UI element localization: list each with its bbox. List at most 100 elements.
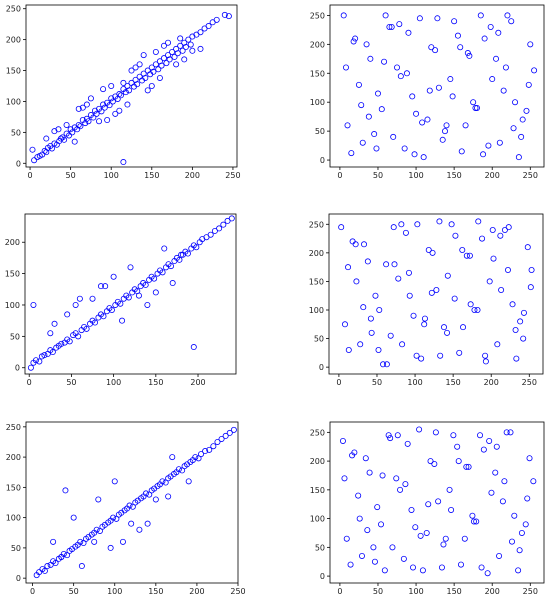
- x-tick-label: 150: [445, 378, 460, 387]
- data-point: [452, 232, 459, 239]
- data-point: [49, 349, 56, 356]
- data-point: [388, 23, 395, 30]
- data-point: [502, 64, 509, 71]
- y-tick-label: 200: [310, 40, 325, 49]
- data-point: [100, 313, 107, 320]
- y-tick-label: 200: [6, 453, 21, 462]
- data-point: [404, 440, 411, 447]
- data-point: [387, 435, 394, 442]
- data-point: [221, 11, 228, 18]
- data-point: [144, 520, 151, 527]
- data-point: [132, 64, 139, 71]
- data-point: [175, 466, 182, 473]
- data-point: [410, 564, 417, 571]
- data-point: [116, 107, 123, 114]
- data-point: [405, 29, 412, 36]
- data-point: [169, 454, 176, 461]
- data-point: [463, 463, 470, 470]
- x-tick-label: 150: [148, 378, 163, 387]
- data-point: [389, 544, 396, 551]
- data-point: [480, 446, 487, 453]
- data-points: [33, 426, 237, 579]
- x-tick-label: 100: [104, 171, 119, 180]
- data-point: [58, 340, 65, 347]
- data-point: [125, 294, 132, 301]
- data-point: [466, 52, 473, 59]
- data-point: [473, 518, 480, 525]
- x-tick-label: 250: [523, 587, 538, 596]
- data-point: [510, 125, 517, 132]
- data-point: [189, 47, 196, 54]
- x-tick-label: 250: [522, 378, 537, 387]
- x-tick-label: 50: [373, 171, 383, 180]
- data-point: [435, 84, 442, 91]
- data-point: [477, 432, 484, 439]
- data-point: [376, 306, 383, 313]
- data-point: [480, 151, 487, 158]
- data-points: [338, 218, 535, 368]
- x-tick-label: 0: [337, 171, 342, 180]
- data-point: [424, 116, 431, 123]
- data-point: [192, 454, 199, 461]
- x-tick-label: 200: [485, 171, 500, 180]
- data-point: [71, 138, 78, 145]
- data-point: [225, 13, 232, 20]
- data-point: [144, 87, 151, 94]
- data-point: [366, 469, 373, 476]
- data-point: [438, 564, 445, 571]
- data-point: [482, 358, 489, 365]
- data-point: [142, 281, 149, 288]
- data-point: [75, 333, 82, 340]
- data-point: [523, 107, 530, 114]
- data-point: [70, 514, 77, 521]
- data-point: [185, 478, 192, 485]
- data-point: [530, 478, 537, 485]
- data-point: [90, 114, 97, 121]
- data-point: [451, 295, 458, 302]
- data-point: [109, 98, 116, 105]
- data-point: [108, 83, 115, 90]
- plot-area: [25, 421, 239, 584]
- data-point: [454, 443, 461, 450]
- data-point: [486, 437, 493, 444]
- data-point: [72, 301, 79, 308]
- data-point: [408, 506, 415, 513]
- x-tick-label: 50: [66, 171, 76, 180]
- data-point: [400, 555, 407, 562]
- y-tick-label: 200: [309, 249, 324, 258]
- y-tick-label: 150: [310, 486, 325, 495]
- data-point: [379, 472, 386, 479]
- data-point: [475, 218, 482, 225]
- data-point: [522, 521, 529, 528]
- data-point: [41, 147, 48, 154]
- data-point: [414, 221, 421, 228]
- data-point: [387, 332, 394, 339]
- data-point: [207, 231, 214, 238]
- data-points: [339, 426, 537, 577]
- data-point: [41, 567, 48, 574]
- data-point: [454, 32, 461, 39]
- data-point: [474, 306, 481, 313]
- data-point: [75, 121, 82, 128]
- data-point: [444, 272, 451, 279]
- data-point: [382, 12, 389, 19]
- data-point: [214, 438, 221, 445]
- data-point: [350, 38, 357, 45]
- data-point: [136, 526, 143, 533]
- data-point: [451, 18, 458, 25]
- data-point: [398, 221, 405, 228]
- data-point: [395, 275, 402, 282]
- data-point: [41, 352, 48, 359]
- data-point: [160, 55, 167, 62]
- scatter-panel-4: 0 50 100 150 200 250 0 50 100 150 200 250: [309, 213, 544, 387]
- data-point: [159, 269, 166, 276]
- data-point: [179, 47, 186, 54]
- data-point: [405, 269, 412, 276]
- data-point: [466, 252, 473, 259]
- data-point: [126, 502, 133, 509]
- data-point: [390, 224, 397, 231]
- y-tick-label: 0: [319, 363, 324, 372]
- y-tick-label: 50: [11, 544, 21, 553]
- data-point: [363, 41, 370, 48]
- data-point: [77, 123, 84, 130]
